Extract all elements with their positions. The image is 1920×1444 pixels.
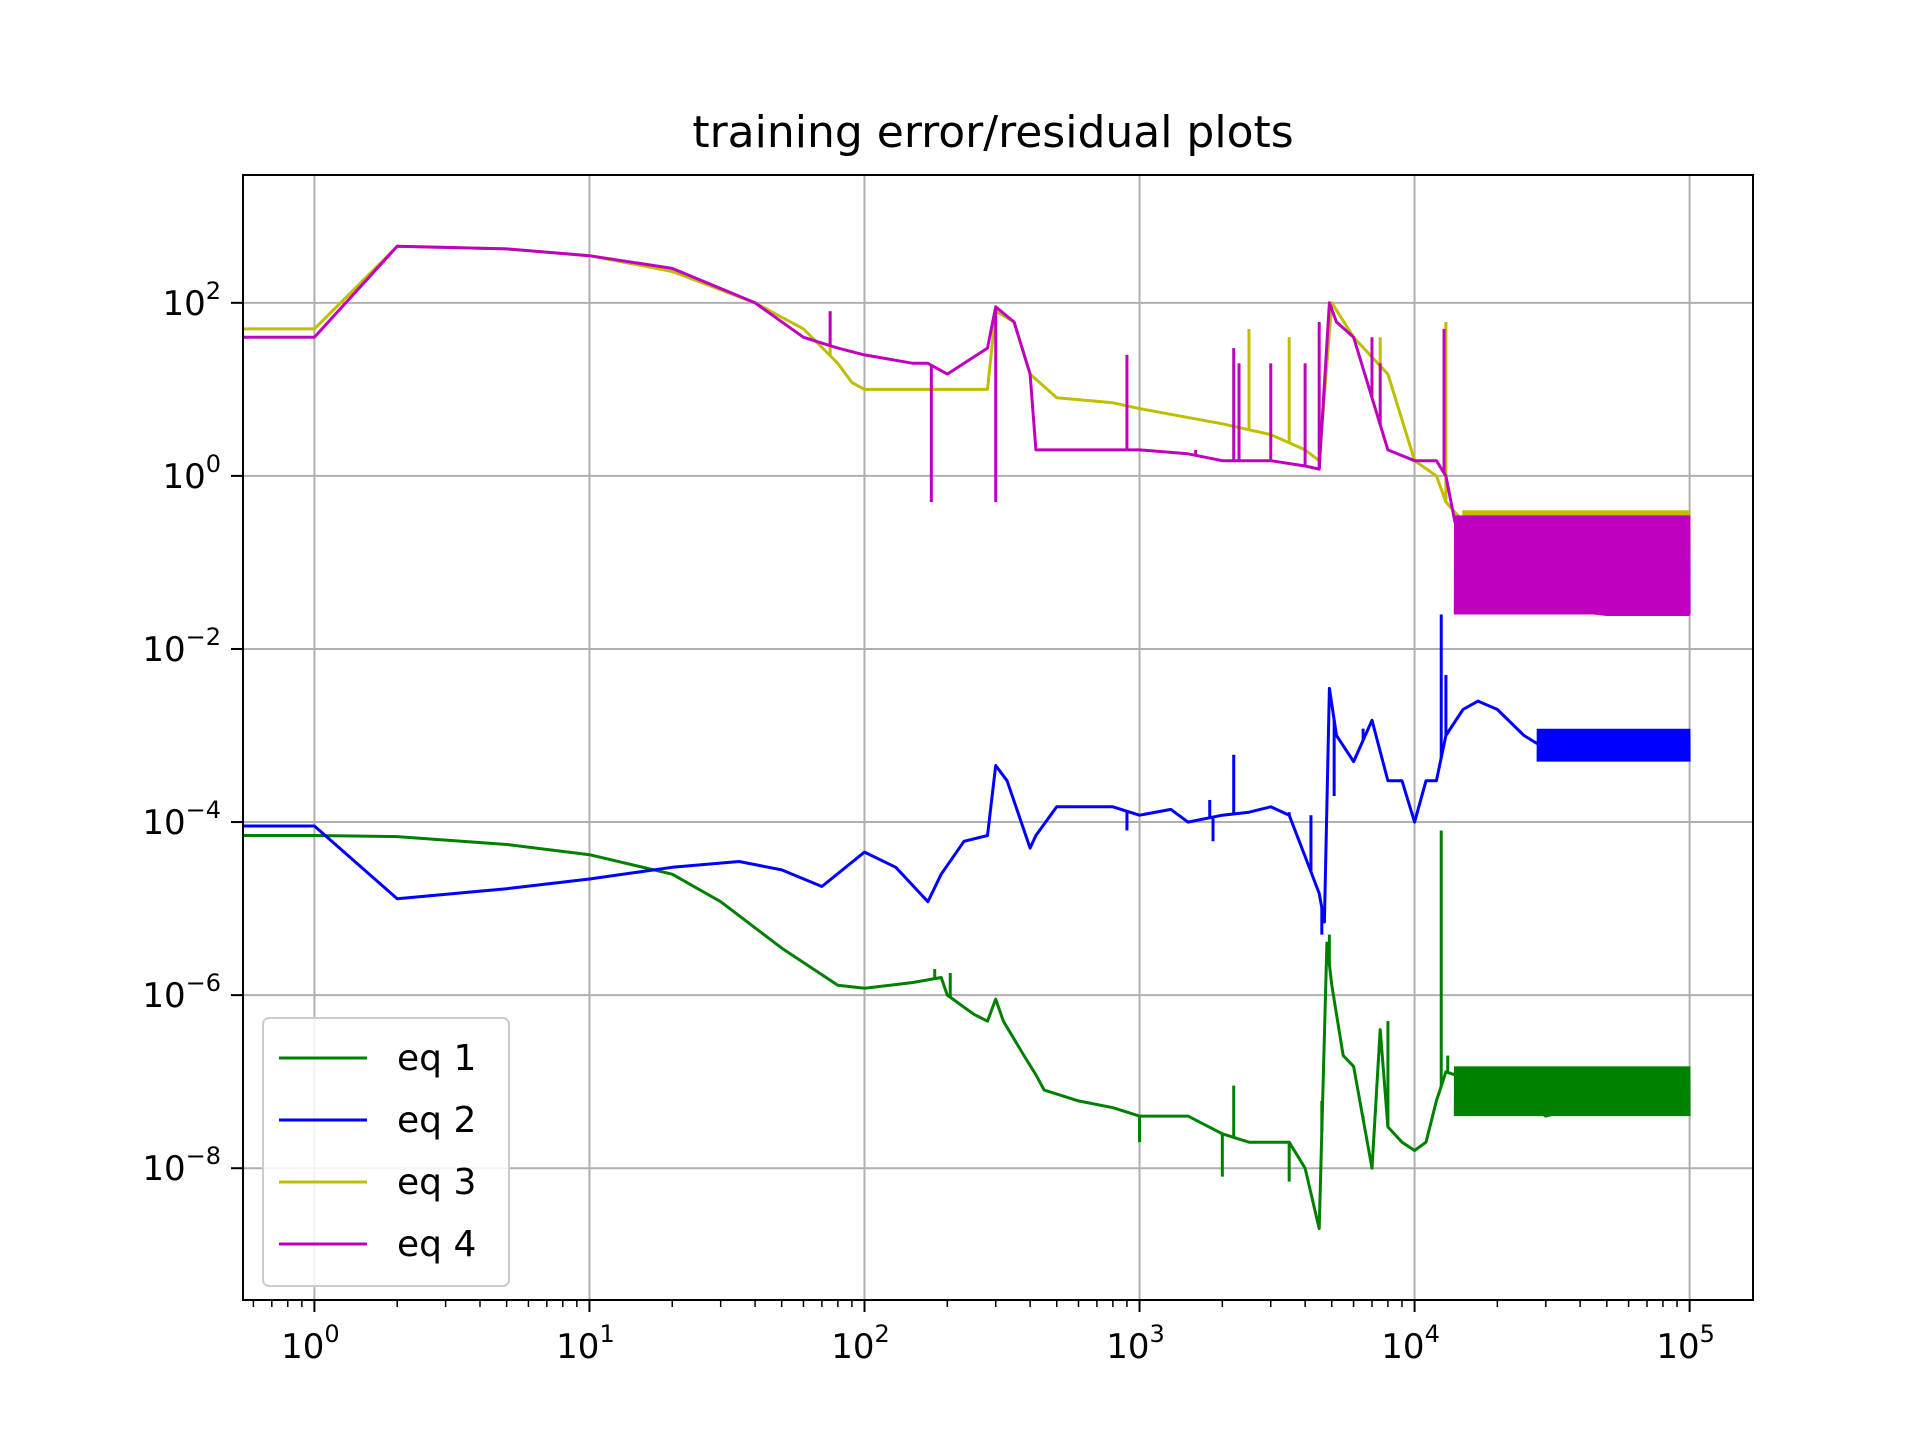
series-eq-2 bbox=[243, 614, 1691, 935]
x-tick-label-base: 10 bbox=[1656, 1327, 1699, 1367]
chart-title: training error/residual plots bbox=[692, 107, 1293, 158]
y-tick-label-base: 10 bbox=[142, 976, 185, 1016]
x-tick-label-exponent: 0 bbox=[324, 1320, 339, 1348]
x-tick-label: 104 bbox=[1381, 1320, 1440, 1367]
series-eq-1 bbox=[243, 830, 1691, 1231]
x-tick-label-base: 10 bbox=[281, 1327, 324, 1367]
legend-label-eq-2: eq 2 bbox=[397, 1100, 476, 1141]
y-tick-label: 10−2 bbox=[142, 623, 221, 670]
y-tick-label-exponent: 2 bbox=[206, 277, 221, 305]
series-line-eq-4 bbox=[243, 244, 1690, 616]
y-tick-label: 102 bbox=[162, 277, 221, 324]
y-tick-label-base: 10 bbox=[162, 457, 205, 497]
legend-label-eq-3: eq 3 bbox=[397, 1162, 476, 1203]
series-noise-eq-1 bbox=[1453, 1066, 1691, 1117]
legend: eq 1 eq 2 eq 3 eq 4 bbox=[262, 1017, 510, 1287]
x-tick-label-base: 10 bbox=[556, 1327, 599, 1367]
x-tick-label-exponent: 4 bbox=[1425, 1320, 1440, 1348]
x-tick-label-base: 10 bbox=[831, 1327, 874, 1367]
y-tick-label: 10−4 bbox=[142, 796, 221, 843]
y-tick-label-base: 10 bbox=[142, 803, 185, 843]
y-tick-label-exponent: −2 bbox=[186, 623, 221, 651]
y-tick-label-exponent: −8 bbox=[186, 1142, 221, 1170]
y-tick-label-exponent: 0 bbox=[206, 450, 221, 478]
x-tick-label: 100 bbox=[281, 1320, 340, 1367]
series-noise-eq-2 bbox=[1536, 728, 1691, 762]
x-tick-label-base: 10 bbox=[1381, 1327, 1424, 1367]
y-tick-label: 10−6 bbox=[142, 969, 221, 1016]
x-tick-label-exponent: 3 bbox=[1150, 1320, 1165, 1348]
series-line-eq-1 bbox=[243, 834, 1690, 1231]
series-eq-4 bbox=[243, 244, 1691, 616]
y-tick-label: 100 bbox=[162, 450, 221, 497]
x-tick-label-exponent: 1 bbox=[599, 1320, 614, 1348]
x-tick-label: 102 bbox=[831, 1320, 890, 1367]
y-tick-label-exponent: −4 bbox=[186, 796, 221, 824]
grid bbox=[243, 175, 1753, 1300]
legend-box bbox=[262, 1017, 510, 1287]
x-tick-label: 101 bbox=[556, 1320, 615, 1367]
y-tick-label-base: 10 bbox=[142, 1149, 185, 1189]
y-tick-label-base: 10 bbox=[142, 630, 185, 670]
y-tick-label-base: 10 bbox=[162, 284, 205, 324]
y-tick-label-exponent: −6 bbox=[186, 969, 221, 997]
x-tick-label-exponent: 2 bbox=[874, 1320, 889, 1348]
series-lines bbox=[243, 244, 1691, 1231]
y-tick-label: 10−8 bbox=[142, 1142, 221, 1189]
plot-frame bbox=[242, 174, 1754, 1301]
x-tick-label-exponent: 5 bbox=[1700, 1320, 1715, 1348]
x-tick-label-base: 10 bbox=[1106, 1327, 1149, 1367]
series-noise-eq-4 bbox=[1453, 515, 1691, 615]
legend-label-eq-1: eq 1 bbox=[397, 1038, 476, 1079]
legend-label-eq-4: eq 4 bbox=[397, 1224, 476, 1265]
x-tick-label: 105 bbox=[1656, 1320, 1715, 1367]
x-tick-label: 103 bbox=[1106, 1320, 1165, 1367]
